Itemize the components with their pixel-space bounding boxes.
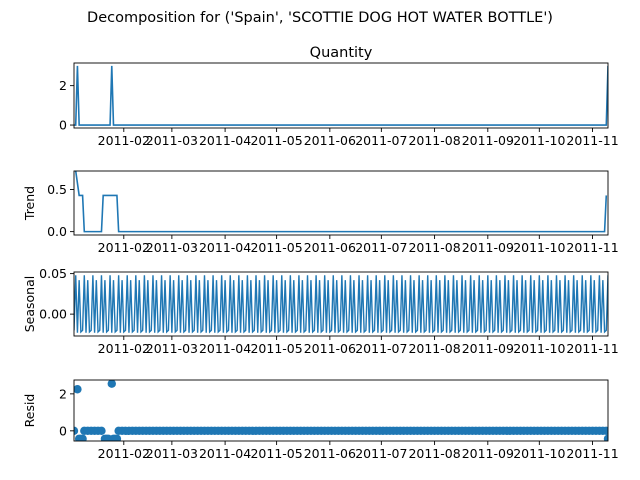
panel-4-xtick-label: 2011-10: [513, 446, 565, 461]
panel-1-xtick-label: 2011-05: [250, 133, 302, 148]
panel-4-resid-point: [112, 434, 122, 441]
panel-2-ytick-label: 0.5: [47, 182, 67, 197]
panel-4-axes-frame: [73, 379, 609, 442]
panel-1-xtick-label: 2011-02: [98, 133, 150, 148]
panel-1-xtick-label: 2011-04: [199, 133, 251, 148]
panel-4-xtick-label: 2011-05: [250, 446, 302, 461]
panel-2-xtick-label: 2011-03: [146, 240, 198, 255]
panel-4-xtick-label: 2011-04: [199, 446, 251, 461]
panel-3-xtick-label: 2011-08: [408, 341, 460, 356]
panel-1-plot-area: [74, 65, 608, 126]
panel-3-xtick-label: 2011-11: [566, 341, 618, 356]
panel-4-resid-point: [603, 434, 608, 441]
panel-2-series-line: [74, 171, 608, 233]
panel-4-resid-point: [74, 385, 82, 394]
panel-4-xtick-label: 2011-02: [98, 446, 150, 461]
panel-2-xtick-label: 2011-09: [462, 240, 514, 255]
panel-3-xtick-label: 2011-03: [146, 341, 198, 356]
panel-4-ytick-label: 2: [59, 386, 67, 401]
panel-3-xtick-label: 2011-09: [462, 341, 514, 356]
panel-4-xtick-label: 2011-11: [566, 446, 618, 461]
panel-4-plot-area: [74, 380, 608, 441]
panel-4-resid-point: [107, 380, 116, 388]
panel-2-xtick-label: 2011-02: [98, 240, 150, 255]
panel-3-ytick-label: 0.00: [39, 307, 67, 322]
panel-3-plot-area: [74, 275, 608, 334]
panel-2-xtick-label: 2011-06: [304, 240, 356, 255]
panel-2-xtick-label: 2011-04: [199, 240, 251, 255]
panel-1-ytick-label: 2: [59, 78, 67, 93]
panel-4-ytick-label: 0: [59, 423, 67, 438]
panel-4-resid-point: [602, 426, 608, 436]
panel-1-xtick-label: 2011-10: [513, 133, 565, 148]
panel-4-xtick-label: 2011-07: [355, 446, 407, 461]
panel-2-ylabel: Trend: [22, 186, 37, 221]
panel-3-xtick-label: 2011-07: [355, 341, 407, 356]
panel-2-xtick-label: 2011-05: [250, 240, 302, 255]
panel-2-ytick-label: 0.0: [47, 224, 67, 239]
panel-2-axes-frame: [73, 170, 609, 236]
panel-2-xtick-label: 2011-10: [513, 240, 565, 255]
panel-4-xtick-label: 2011-06: [304, 446, 356, 461]
panel-1-xtick-label: 2011-09: [462, 133, 514, 148]
panel-1-xtick-label: 2011-08: [408, 133, 460, 148]
figure-suptitle: Decomposition for ('Spain', 'SCOTTIE DOG…: [87, 10, 553, 26]
panel-1-xtick-label: 2011-07: [355, 133, 407, 148]
panel-4-resid-point: [78, 434, 87, 441]
panel-4-resid-point: [97, 426, 106, 436]
panel-2-xtick-label: 2011-11: [566, 240, 618, 255]
panel-3-ylabel: Seasonal: [22, 276, 37, 333]
panel-4-resid-point: [74, 426, 79, 436]
panel-2-xtick-label: 2011-08: [408, 240, 460, 255]
panel-1-xtick-label: 2011-11: [566, 133, 618, 148]
panel-3-xtick-label: 2011-10: [513, 341, 565, 356]
panel-3-xtick-label: 2011-06: [304, 341, 356, 356]
panel-3-xtick-label: 2011-05: [250, 341, 302, 356]
panel-3-ytick-label: 0.05: [39, 266, 67, 281]
panel-3-axes-frame: [73, 271, 609, 337]
panel-3-xtick-label: 2011-02: [98, 341, 150, 356]
panel-4-ylabel: Resid: [22, 394, 37, 428]
panel-1-ytick-label: 0: [59, 118, 67, 133]
panel-2-plot-area: [74, 171, 608, 233]
panel-3-seasonal-line: [74, 275, 608, 334]
panel-1-title: Quantity: [310, 45, 373, 61]
panel-4-xtick-label: 2011-03: [146, 446, 198, 461]
panel-2-xtick-label: 2011-07: [355, 240, 407, 255]
panel-4-xtick-label: 2011-09: [462, 446, 514, 461]
panel-3-xtick-label: 2011-04: [199, 341, 251, 356]
panel-1-series-line: [74, 65, 608, 126]
panel-1-axes-frame: [73, 62, 609, 129]
panel-1-xtick-label: 2011-03: [146, 133, 198, 148]
panel-4-xtick-label: 2011-08: [408, 446, 460, 461]
panel-1-xtick-label: 2011-06: [304, 133, 356, 148]
